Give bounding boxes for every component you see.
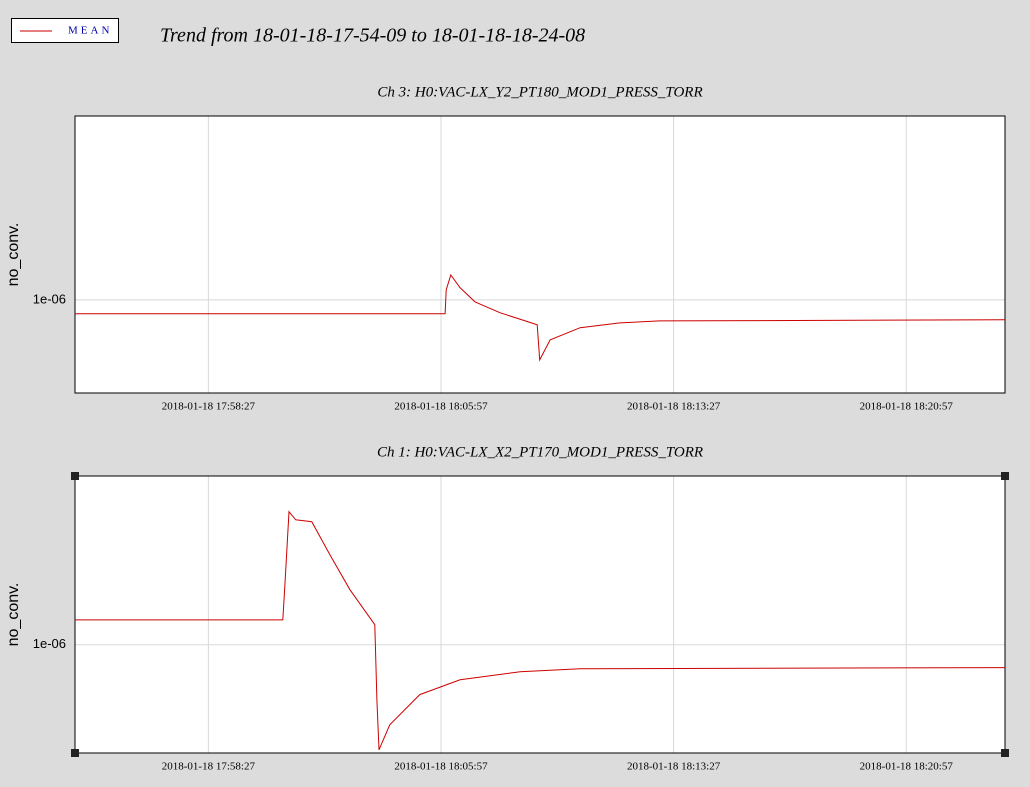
y-tick-label: 1e-06 <box>33 291 66 306</box>
plot-frame <box>74 475 1006 754</box>
selection-handle <box>71 749 79 757</box>
x-tick-label: 2018-01-18 18:20:57 <box>860 761 954 773</box>
plot-area <box>75 476 1005 753</box>
legend-label: MEAN <box>68 25 112 37</box>
y-axis-label: no_conv. <box>5 223 22 287</box>
plot-area <box>75 116 1005 393</box>
data-line <box>75 510 1006 750</box>
plot-frame <box>74 115 1006 394</box>
x-tick-label: 2018-01-18 18:05:57 <box>394 761 488 773</box>
main-title: Trend from 18-01-18-17-54-09 to 18-01-18… <box>160 25 585 47</box>
y-axis-label: no_conv. <box>5 583 22 647</box>
data-line <box>75 273 1006 362</box>
chart-title: Ch 1: H0:VAC-LX_X2_PT170_MOD1_PRESS_TORR <box>377 444 703 460</box>
selection-handle <box>1001 749 1009 757</box>
selection-handle <box>71 472 79 480</box>
chart-title: Ch 3: H0:VAC-LX_Y2_PT180_MOD1_PRESS_TORR <box>377 84 702 100</box>
selection-handle <box>1001 472 1009 480</box>
x-tick-label: 2018-01-18 17:58:27 <box>162 761 256 773</box>
x-tick-label: 2018-01-18 18:20:57 <box>860 401 954 413</box>
x-tick-label: 2018-01-18 18:13:27 <box>627 761 721 773</box>
y-tick-label: 1e-06 <box>33 636 66 651</box>
x-tick-label: 2018-01-18 17:58:27 <box>162 401 256 413</box>
x-tick-label: 2018-01-18 18:05:57 <box>394 401 488 413</box>
x-tick-label: 2018-01-18 18:13:27 <box>627 401 721 413</box>
